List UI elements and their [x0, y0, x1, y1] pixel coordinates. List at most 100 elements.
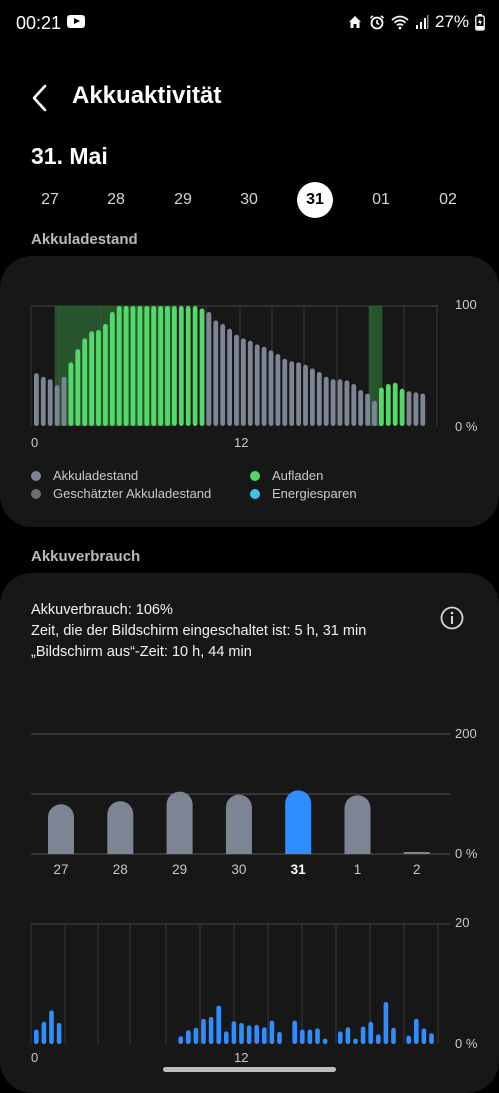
hourly-bar [254, 1024, 259, 1044]
hourly-y-max: 20 [455, 915, 470, 930]
level-bar [185, 306, 191, 426]
day-02[interactable]: 02 [439, 191, 457, 208]
level-bar [82, 338, 88, 426]
daily-x-label[interactable]: 27 [53, 862, 68, 877]
level-bar [34, 373, 39, 426]
signal-icon [415, 15, 429, 29]
level-bar [130, 306, 136, 426]
hourly-bar [186, 1030, 191, 1044]
hourly-bar [269, 1020, 275, 1044]
hourly-bar [231, 1021, 237, 1044]
legend-dot [250, 470, 260, 481]
level-bar [247, 340, 253, 426]
home-icon [348, 16, 361, 28]
hourly-bar [178, 1036, 183, 1044]
level-bar [351, 384, 357, 426]
legend-power-saving: Energiesparen [250, 486, 357, 501]
level-bar [261, 346, 267, 426]
level-bar [206, 312, 212, 426]
hourly-bar [353, 1038, 358, 1044]
level-bar [316, 372, 322, 426]
daily-x-label[interactable]: 28 [113, 862, 128, 877]
hourly-bar [376, 1034, 381, 1044]
level-bar [241, 338, 246, 426]
gesture-nav-bar[interactable] [163, 1067, 336, 1072]
daily-x-label[interactable]: 30 [231, 862, 246, 877]
level-bar [330, 379, 336, 426]
daily-y-max: 200 [455, 726, 477, 741]
legend-label: Geschätzter Akkuladestand [53, 486, 212, 501]
hourly-bar [322, 1038, 328, 1044]
daily-x-label[interactable]: 29 [172, 862, 187, 877]
daily-x-label[interactable]: 1 [354, 862, 362, 877]
level-bar [109, 312, 115, 426]
legend-estimated-level: Geschätzter Akkuladestand [31, 486, 211, 501]
day-27[interactable]: 27 [41, 191, 59, 208]
day-selector: 27 28 29 30 31 01 02 [0, 182, 499, 218]
hourly-bar [292, 1020, 297, 1044]
wifi-icon [391, 15, 409, 30]
level-bar [178, 306, 184, 426]
level-bar [296, 362, 301, 426]
hourly-bar [277, 1032, 282, 1044]
hourly-y-min: 0 % [455, 1036, 478, 1051]
day-01[interactable]: 01 [372, 191, 390, 208]
battery-usage-heading: Akkuverbrauch [31, 548, 141, 565]
hourly-bar [193, 1027, 199, 1044]
level-bar [289, 361, 295, 426]
level-bar [310, 368, 315, 426]
hourly-bar [34, 1029, 39, 1044]
hourly-bar [368, 1021, 373, 1044]
level-bar [68, 362, 74, 426]
level-bar [199, 308, 205, 426]
hourly-bar [41, 1021, 47, 1044]
hourly-bar [224, 1031, 229, 1044]
info-icon[interactable] [440, 606, 464, 630]
level-bar [213, 320, 219, 426]
level-bar [337, 379, 343, 426]
legend-dot [250, 488, 260, 499]
level-bar [392, 382, 398, 426]
hourly-x-label-12: 12 [234, 1050, 249, 1065]
daily-bar [344, 795, 371, 854]
level-bar [54, 385, 60, 426]
level-bar [275, 354, 281, 426]
daily-x-label[interactable]: 2 [413, 862, 421, 877]
level-bar [158, 306, 163, 426]
day-31[interactable]: 31 [297, 182, 333, 218]
level-bar [227, 328, 232, 426]
level-bar [406, 391, 412, 426]
hourly-usage-chart[interactable] [0, 915, 499, 1050]
daily-usage-chart[interactable]: 27 28 29 30 31 1 2 [0, 725, 499, 885]
battery-level-chart[interactable] [0, 296, 499, 431]
day-28[interactable]: 28 [107, 191, 125, 208]
page-title: Akkuaktivität [72, 82, 222, 109]
hourly-bar [345, 1027, 351, 1044]
level-bar [165, 306, 170, 426]
level-bar [303, 364, 308, 426]
hourly-bar [239, 1023, 244, 1044]
level-bar [220, 324, 226, 426]
daily-x-label[interactable]: 31 [291, 862, 307, 877]
daily-bar [225, 794, 252, 854]
day-30[interactable]: 30 [240, 191, 258, 208]
level-bar [413, 392, 419, 426]
level-bar [123, 306, 129, 426]
hourly-bar [49, 1010, 54, 1044]
hourly-bar [246, 1025, 252, 1044]
level-bar [96, 330, 101, 426]
back-icon[interactable] [28, 83, 52, 113]
screen-off-time: „Bildschirm aus“-Zeit: 10 h, 44 min [31, 644, 252, 660]
day-29[interactable]: 29 [174, 191, 192, 208]
hourly-bar [56, 1023, 62, 1044]
level-bar [358, 390, 364, 426]
hourly-bar [315, 1028, 320, 1044]
hourly-bar [421, 1028, 427, 1044]
level-bar [399, 388, 405, 426]
daily-bar [48, 804, 74, 854]
level-bar [268, 350, 274, 426]
hourly-bar [307, 1029, 313, 1044]
level-bar [365, 393, 370, 426]
level-bar [61, 376, 67, 426]
level-bar [172, 306, 177, 426]
